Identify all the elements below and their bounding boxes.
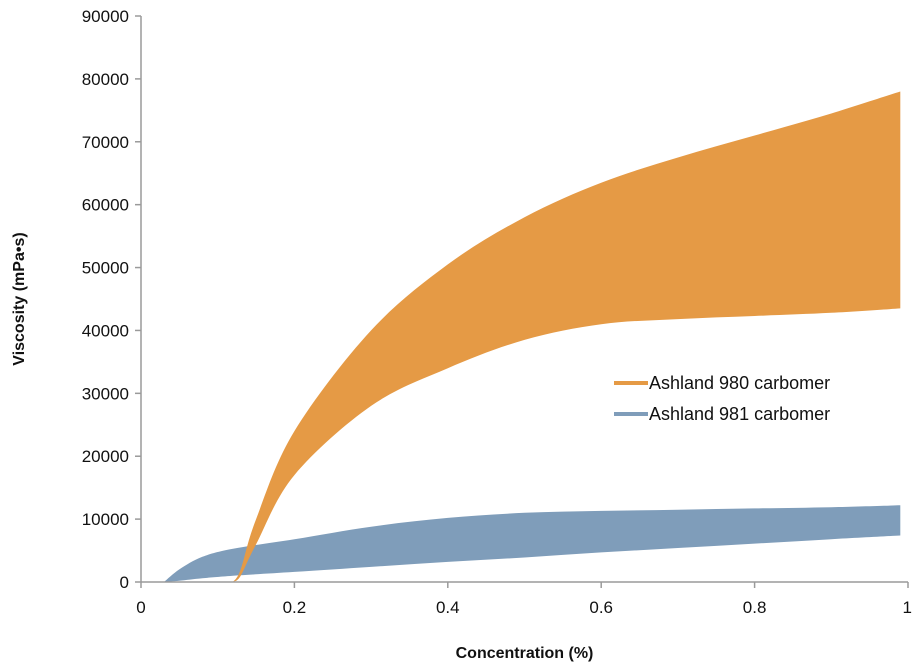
x-tick-label: 0.4 [436,598,460,617]
legend-label-1: Ashland 980 carbomer [649,373,830,393]
y-axis-title: Viscosity (mPa•s) [11,232,28,365]
y-tick-label: 20000 [82,447,129,466]
y-tick-label: 50000 [82,259,129,278]
y-tick-label: 30000 [82,384,129,403]
y-tick-label: 70000 [82,133,129,152]
x-tick-label: 0.2 [283,598,307,617]
y-tick-label: 80000 [82,70,129,89]
x-tick-label: 0.6 [589,598,613,617]
y-tick-label: 90000 [82,7,129,26]
series-area-2 [164,505,901,582]
x-tick-labels: 0 0.2 0.4 0.6 0.8 1 [136,582,912,617]
x-tick-label: 0 [136,598,145,617]
x-axis-title: Concentration (%) [456,645,594,662]
y-tick-label: 40000 [82,321,129,340]
legend: Ashland 980 carbomer Ashland 981 carbomer [614,373,830,424]
y-tick-label: 10000 [82,510,129,529]
x-tick-label: 0.8 [743,598,767,617]
y-tick-label: 0 [120,573,129,592]
x-tick-label: 1 [903,598,912,617]
legend-label-2: Ashland 981 carbomer [649,404,830,424]
axes [140,16,908,583]
y-tick-label: 60000 [82,196,129,215]
series-areas [164,91,901,582]
y-tick-labels: 0 10000 20000 30000 40000 50000 60000 70000 8000… [82,7,141,592]
series-area-1 [233,91,901,582]
